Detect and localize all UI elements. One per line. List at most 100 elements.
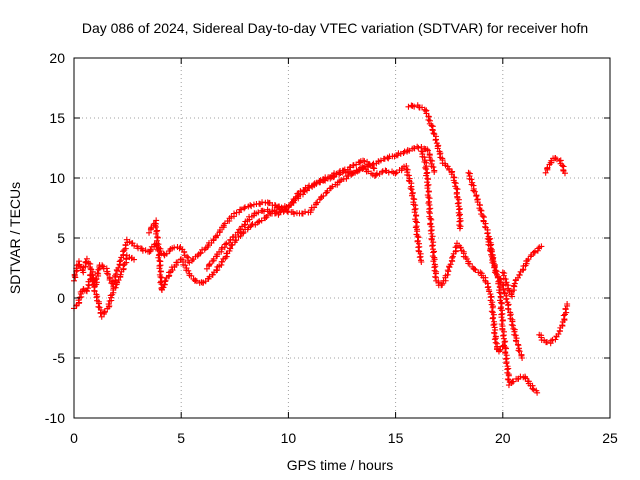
data-point [499,317,506,324]
data-point [473,193,480,200]
y-tick-label: 5 [57,230,65,246]
x-axis: 0 5 10 15 20 25 [70,58,618,446]
data-point [415,234,422,241]
data-point [505,306,512,313]
data-point [174,259,181,266]
data-point [418,259,425,265]
data-point [529,385,536,392]
data-point [425,181,432,188]
data-point [112,284,119,291]
data-point [429,253,436,260]
data-point [449,254,456,261]
data-point [457,244,464,251]
data-point [105,271,112,278]
data-point [155,247,162,254]
data-point [222,241,229,248]
x-tick-label: 10 [281,430,297,446]
data-point [182,262,189,269]
data-point [181,249,188,256]
data-point [407,185,414,192]
data-point [71,271,78,278]
data-point [392,170,399,177]
data-point [556,327,563,334]
data-point [432,273,439,280]
data-point [544,164,551,171]
data-point [115,277,122,284]
data-point [477,207,484,214]
data-point [489,257,496,264]
data-point [479,212,486,219]
data-point [535,245,542,252]
data-point [408,186,415,193]
data-point [430,164,437,171]
data-point [209,271,216,278]
data-point [185,267,192,274]
data-point [431,267,438,274]
data-point [411,196,418,203]
data-point [456,205,463,212]
data-point [492,326,499,333]
data-point [156,265,163,272]
data-point [241,204,248,211]
data-point [103,270,110,277]
data-point [101,309,108,316]
data-point [116,258,123,265]
data-point [276,209,283,216]
data-point [505,365,512,372]
data-point [431,248,438,255]
data-point [408,192,415,199]
data-point [131,256,138,263]
data-point [241,222,248,229]
data-point [400,149,407,156]
y-tick-label: -10 [45,410,65,426]
data-point [157,268,164,275]
data-point [157,273,164,280]
data-point [510,325,517,332]
data-point [412,205,419,212]
data-points [71,102,571,396]
data-point [115,264,122,271]
data-point [504,376,511,383]
data-point [214,232,221,239]
data-point [499,269,506,276]
data-point [416,254,423,261]
data-point [373,170,380,177]
data-point [379,169,386,176]
data-point [559,322,566,329]
data-point [152,230,159,237]
data-point [510,378,517,385]
data-point [314,199,321,206]
data-point [490,311,497,318]
data-point [489,315,496,322]
data-point [515,347,522,354]
data-point [95,303,102,310]
data-point [564,301,571,307]
data-point [503,296,510,303]
data-point [89,278,96,285]
data-point [238,206,245,213]
data-point [94,270,101,277]
x-tick-label: 15 [388,430,404,446]
data-point [349,170,356,177]
data-point [457,217,464,224]
data-point [291,210,298,217]
data-point [96,304,103,311]
y-tick-label: 0 [57,290,65,306]
data-point [426,210,433,217]
x-axis-label: GPS time / hours [287,457,394,473]
data-point [500,332,507,339]
data-point [371,165,378,172]
data-point [162,277,169,284]
x-tick-label: 0 [70,430,78,446]
data-point [502,276,509,283]
data-point [504,369,511,376]
data-point [273,204,280,211]
data-point [429,127,436,134]
data-point [471,188,478,195]
data-point [486,288,493,295]
x-tick-label: 25 [602,430,618,446]
data-point [119,248,126,255]
data-point [184,253,191,260]
data-point [418,148,425,155]
data-point [487,242,494,249]
